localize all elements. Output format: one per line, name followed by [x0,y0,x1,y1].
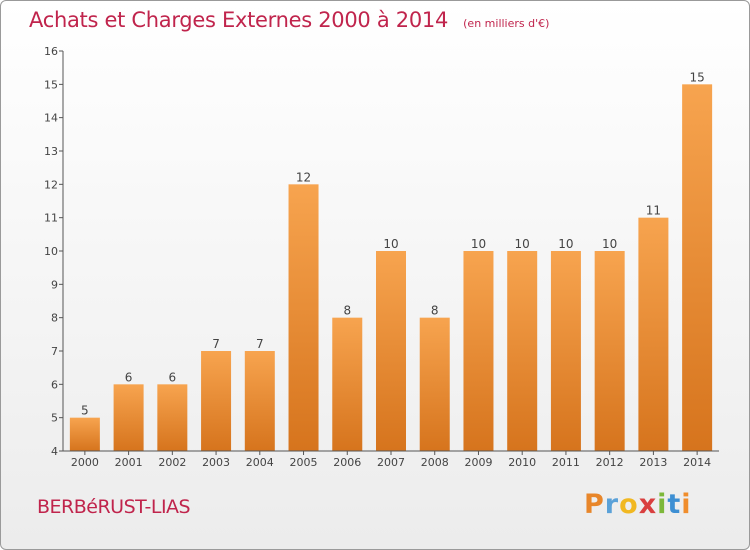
data-label: 10 [602,237,617,251]
chart-unit: (en milliers d'€) [463,17,550,30]
data-label: 10 [383,237,398,251]
y-tick-label: 5 [51,412,58,425]
brand-letter: o [619,489,639,520]
chart-title: Achats et Charges Externes 2000 à 2014 [29,8,449,32]
y-tick-label: 8 [51,312,58,325]
brand-letter: r [604,489,620,520]
bar [507,251,538,451]
bar [550,251,581,451]
bar [288,184,319,452]
x-tick-label: 2011 [552,456,580,469]
y-tick-label: 14 [44,112,58,125]
data-label: 15 [689,70,704,84]
y-tick-label: 13 [44,145,58,158]
data-label: 7 [212,337,220,351]
x-tick-label: 2005 [290,456,318,469]
bar [244,351,275,451]
y-tick-label: 11 [44,212,58,225]
y-tick-label: 9 [51,278,58,291]
location-name: BERBéRUST-LIAS [37,496,191,518]
brand-letter: i [681,489,692,520]
axes-group: 4 5 6 7 8 9 10 11 12 13 14 15 16 2000 2001 2002 2003 2004… [44,45,719,469]
x-tick-label: 2002 [158,456,186,469]
bar [332,317,363,451]
bar [419,317,450,451]
data-label: 12 [296,170,311,184]
y-tick-label: 7 [51,345,58,358]
data-label: 11 [646,204,661,218]
brand-letter: t [667,489,682,520]
data-label: 6 [169,370,177,384]
x-tick-label: 2010 [508,456,536,469]
x-tick-label: 2013 [639,456,667,469]
data-label: 5 [81,404,89,418]
bar [113,384,144,451]
y-tick-label: 15 [44,78,58,91]
x-tick-label: 2009 [464,456,492,469]
data-label: 8 [431,304,439,318]
title-block: Achats et Charges Externes 2000 à 2014 (… [29,8,549,32]
y-tick-label: 12 [44,178,58,191]
bar [201,351,232,451]
x-tick-label: 2001 [115,456,143,469]
y-tick-label: 4 [51,445,58,458]
x-tick-label: 2008 [421,456,449,469]
x-tick-label: 2003 [202,456,230,469]
y-tick-label: 6 [51,378,58,391]
x-tick-label: 2006 [333,456,361,469]
bar [594,251,625,451]
brand-letter: x [638,489,658,520]
x-tick-label: 2007 [377,456,405,469]
data-label: 10 [471,237,486,251]
data-label: 6 [125,370,133,384]
x-tick-label: 2004 [246,456,274,469]
bar [157,384,188,451]
y-tick-label: 16 [44,45,58,58]
data-label: 7 [256,337,264,351]
brand-logo: Proxiti [584,489,692,520]
y-tick-label: 10 [44,245,58,258]
x-tick-label: 2012 [596,456,624,469]
x-tick-label: 2014 [683,456,711,469]
x-tick-label: 2000 [71,456,99,469]
data-label: 10 [558,237,573,251]
bar [463,251,494,451]
brand-letter: P [584,489,605,520]
bar [69,417,100,451]
bar [638,217,669,451]
brand-letter: i [657,489,668,520]
bars-group: 5 6 6 7 7 12 8 10 8 10 10 10 10 11 15 [69,70,713,452]
bar [376,251,406,451]
data-label: 8 [343,304,351,318]
data-label: 10 [515,237,530,251]
bar [682,84,713,451]
